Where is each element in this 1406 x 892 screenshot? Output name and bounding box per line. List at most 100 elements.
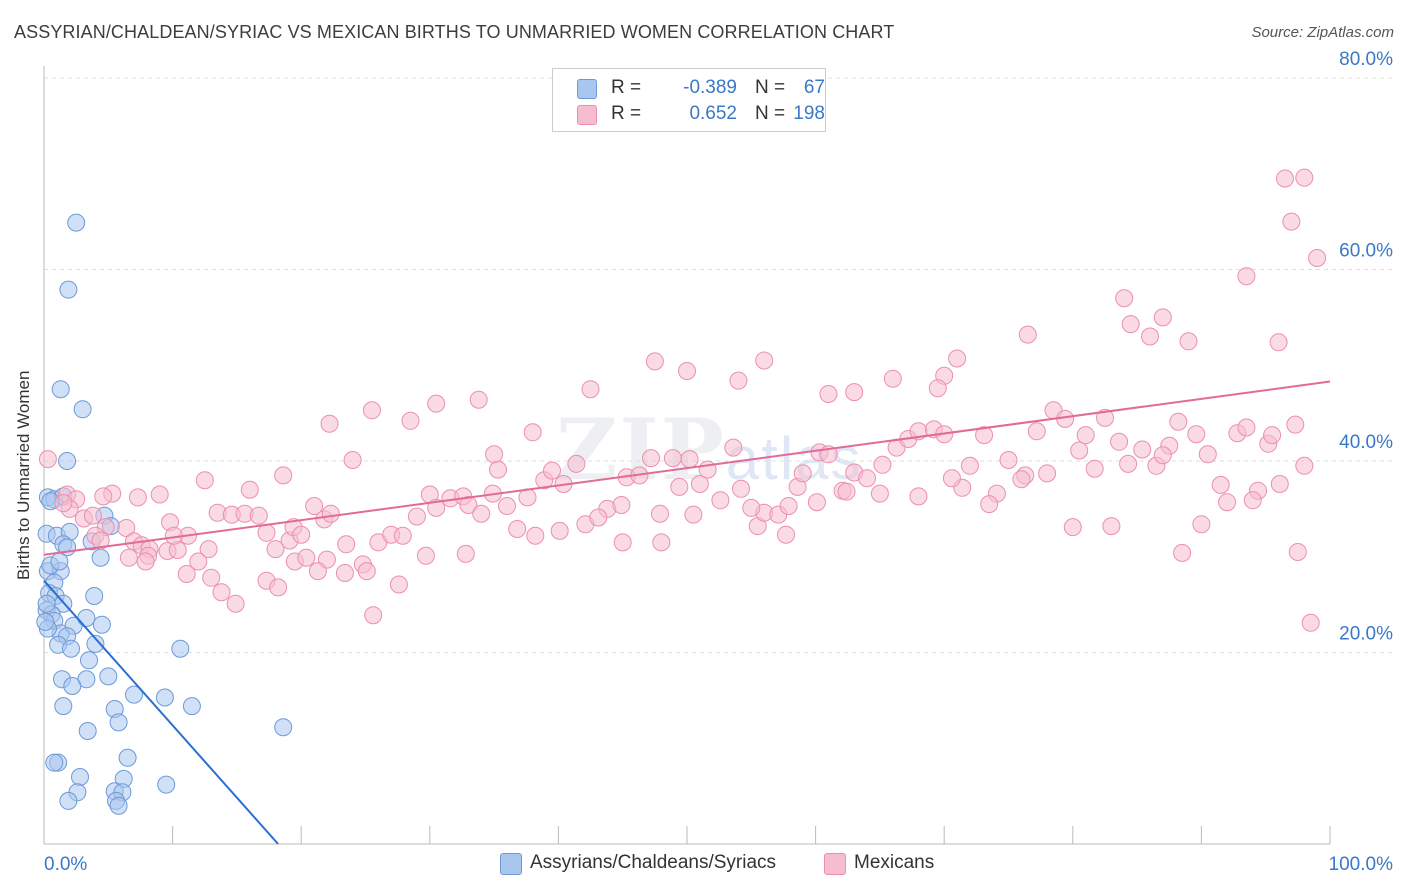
trend-line-assyrian xyxy=(43,580,279,845)
data-point-mexican xyxy=(742,498,761,517)
data-point-mexican xyxy=(870,484,889,503)
data-point-mexican xyxy=(1085,459,1104,478)
data-point-mexican xyxy=(1173,543,1192,562)
data-point-mexican xyxy=(678,362,696,380)
data-point-assyrian xyxy=(109,796,128,815)
data-point-mexican xyxy=(1270,475,1289,493)
data-point-assyrian xyxy=(51,380,70,399)
data-point-assyrian xyxy=(91,548,110,567)
data-point-mexican xyxy=(274,466,293,485)
data-point-mexican xyxy=(1133,440,1152,459)
data-point-mexican xyxy=(269,578,288,597)
data-point-mexican xyxy=(690,475,709,493)
data-point-mexican xyxy=(858,469,876,488)
data-point-mexican xyxy=(119,548,138,567)
data-point-mexican xyxy=(1187,425,1206,444)
data-point-mexican xyxy=(928,379,947,398)
data-point-mexican xyxy=(489,460,507,479)
n-value: 198 xyxy=(793,103,825,124)
data-point-mexican xyxy=(1141,327,1159,346)
data-point-mexican xyxy=(416,546,435,565)
data-point-mexican xyxy=(195,471,214,490)
data-point-mexican xyxy=(1018,325,1037,344)
data-point-assyrian xyxy=(274,718,293,737)
data-point-mexican xyxy=(292,525,311,544)
data-point-mexican xyxy=(975,426,994,445)
data-point-mexican xyxy=(226,594,245,613)
data-point-mexican xyxy=(1179,332,1198,351)
data-point-assyrian xyxy=(171,639,190,658)
data-point-mexican xyxy=(389,575,408,594)
r-label: R = xyxy=(611,77,642,98)
data-point-mexican xyxy=(711,491,730,510)
data-point-mexican xyxy=(948,349,967,368)
data-point-assyrian xyxy=(80,651,98,670)
data-point-assyrian xyxy=(59,791,78,810)
data-point-mexican xyxy=(777,525,795,544)
n-label: N = xyxy=(755,103,786,124)
data-point-mexican xyxy=(1102,517,1121,536)
data-point-mexican xyxy=(320,414,339,433)
r-value: -0.389 xyxy=(683,77,737,98)
data-point-mexican xyxy=(873,455,892,474)
data-point-mexican xyxy=(508,520,527,538)
x-tick-label-min: 0.0% xyxy=(44,854,87,875)
data-point-assyrian xyxy=(125,685,143,704)
data-point-assyrian xyxy=(63,677,82,695)
data-point-mexican xyxy=(1295,168,1314,187)
data-point-mexican xyxy=(1070,441,1089,460)
data-point-mexican xyxy=(297,548,316,567)
data-point-mexican xyxy=(1063,518,1082,537)
legend-label-assyrians: Assyrians/Chaldeans/Syriacs xyxy=(530,852,777,873)
data-point-mexican xyxy=(362,401,381,420)
data-point-assyrian xyxy=(62,639,80,658)
data-point-assyrian xyxy=(109,713,128,732)
data-point-mexican xyxy=(335,564,354,582)
data-point-mexican xyxy=(1218,493,1237,512)
data-point-assyrian xyxy=(157,775,176,794)
data-point-mexican xyxy=(1169,412,1188,431)
data-point-assyrian xyxy=(118,748,137,767)
legend-swatch-mexicans xyxy=(824,853,846,875)
data-point-assyrian xyxy=(37,594,56,613)
data-point-assyrian xyxy=(85,587,104,605)
points-layer xyxy=(36,168,1327,815)
data-point-mexican xyxy=(1269,333,1288,352)
data-point-mexican xyxy=(357,562,376,581)
data-point-mexican xyxy=(1153,308,1172,327)
data-point-mexican xyxy=(393,526,412,545)
data-point-mexican xyxy=(54,494,73,513)
data-point-mexican xyxy=(150,485,169,504)
data-point-mexican xyxy=(337,535,356,554)
data-point-mexican xyxy=(526,526,545,545)
data-point-mexican xyxy=(1192,515,1211,534)
data-point-mexican xyxy=(1301,613,1320,632)
data-point-mexican xyxy=(94,487,113,506)
data-point-assyrian xyxy=(71,768,89,786)
data-point-assyrian xyxy=(59,280,78,299)
data-point-mexican xyxy=(684,505,703,524)
data-point-mexican xyxy=(732,479,750,498)
data-point-assyrian xyxy=(50,552,69,571)
data-point-mexican xyxy=(128,488,147,507)
data-point-mexican xyxy=(136,552,155,571)
data-point-mexican xyxy=(680,450,699,469)
data-point-mexican xyxy=(1198,445,1217,464)
data-point-mexican xyxy=(498,497,516,515)
data-point-mexican xyxy=(1115,289,1134,308)
x-tick-label-max: 100.0% xyxy=(1329,854,1394,875)
data-point-mexican xyxy=(651,504,669,523)
data-point-mexican xyxy=(472,504,491,523)
data-point-mexican xyxy=(305,497,324,515)
trend-line-mexican xyxy=(43,380,1331,556)
data-point-assyrian xyxy=(73,400,92,419)
y-tick-label: 80.0% xyxy=(1339,49,1393,70)
data-point-assyrian xyxy=(45,753,64,772)
data-point-mexican xyxy=(427,498,446,517)
y-tick-label: 40.0% xyxy=(1339,432,1393,453)
data-point-mexican xyxy=(1153,446,1172,465)
data-point-mexican xyxy=(1076,426,1095,445)
data-point-mexican xyxy=(177,565,196,583)
data-point-mexican xyxy=(1276,169,1294,188)
